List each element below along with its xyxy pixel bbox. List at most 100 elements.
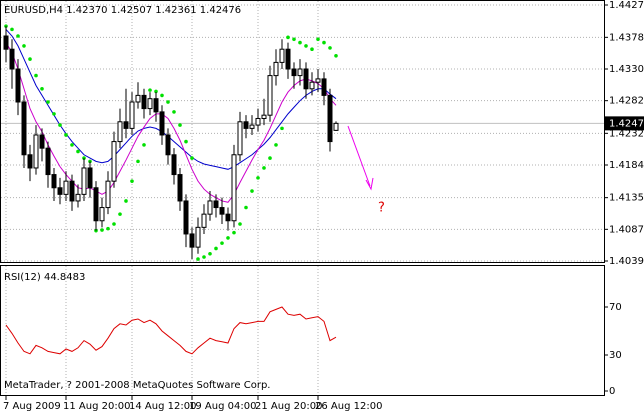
chart-title: EURUSD,H4 1.42370 1.42507 1.42361 1.4247… [4, 5, 241, 16]
candle-body [159, 111, 165, 136]
y-tick-label: 1.40870 [609, 224, 644, 235]
candle-body [231, 154, 237, 222]
candle-body [315, 78, 321, 83]
sar-dot [52, 112, 56, 116]
y-tick-label: 30 [609, 350, 622, 361]
sar-dot [328, 46, 332, 50]
y-tick-label: 1.43300 [609, 64, 644, 75]
sar-dot [310, 47, 314, 52]
sar-dot [202, 255, 206, 259]
y-tick-label: 0 [609, 386, 615, 397]
sar-dot [148, 88, 152, 92]
sar-dot [208, 251, 212, 256]
candle-body [51, 174, 57, 189]
sar-dot [166, 100, 170, 104]
sar-dot [232, 230, 236, 235]
candle-body [213, 200, 219, 209]
sar-dot [316, 37, 320, 42]
y-tick-label: 1.40390 [609, 256, 644, 267]
candle-body [39, 134, 45, 149]
sar-dot [118, 212, 122, 216]
candle-body [165, 134, 171, 156]
candle-body [99, 207, 105, 222]
y-tick-label: 1.42820 [609, 96, 644, 107]
sar-dot [10, 27, 14, 32]
candle-body [303, 68, 309, 90]
rsi-line [5, 306, 337, 355]
sar-dot [292, 37, 296, 42]
x-tick-label: 7 Aug 2009 [3, 401, 61, 412]
sar-dot [268, 156, 272, 160]
moving-average [5, 42, 337, 203]
sar-dot [286, 35, 290, 40]
sar-dot [22, 44, 26, 48]
sar-dot [76, 149, 80, 154]
candle-body [183, 200, 189, 235]
candle-body [309, 81, 315, 90]
sar-dot [100, 228, 104, 232]
sar-dot [136, 159, 140, 164]
current-price-label: 1.42476 [609, 118, 644, 129]
candle-body [69, 180, 75, 202]
x-tick-label: 14 Aug 12:00 [129, 401, 196, 412]
candle-body [225, 213, 231, 222]
sar-dot [214, 246, 218, 251]
sar-dot [16, 34, 20, 38]
sar-dot [106, 226, 110, 231]
candle-body [189, 233, 195, 248]
candle-body [75, 193, 81, 202]
sar-dot [226, 236, 230, 240]
sar-dot [262, 166, 266, 170]
rsi-panel [0, 265, 605, 396]
candle-body [21, 101, 27, 156]
candle-body [195, 226, 201, 248]
candle-body [63, 180, 69, 195]
sar-dot [46, 100, 50, 104]
sar-dot [64, 133, 68, 137]
candle-body [123, 121, 129, 129]
candle-body [207, 200, 213, 215]
candle-body [267, 75, 273, 116]
sar-dot [34, 73, 38, 78]
candle-body [201, 213, 207, 228]
candle-body [81, 167, 87, 195]
candle-body [285, 48, 291, 70]
candle-body [333, 122, 339, 131]
candle-body [9, 48, 15, 70]
sar-dot [298, 40, 302, 45]
sar-dot [58, 123, 62, 127]
candle-body [171, 154, 177, 176]
y-tick-label: 1.42325 [609, 128, 644, 139]
sar-dot [40, 86, 44, 91]
candle-body [15, 68, 21, 103]
candle-body [105, 180, 111, 209]
candle-body [279, 48, 285, 63]
candle-body [45, 147, 51, 176]
rsi-title: RSI(12) 44.8483 [4, 272, 85, 283]
sar-dot [250, 189, 254, 193]
candle-body [273, 61, 279, 77]
sar-dot [220, 241, 224, 245]
sar-dot [196, 257, 200, 261]
candle-body [93, 187, 99, 222]
sar-dot [280, 126, 284, 131]
sar-dot [154, 89, 158, 94]
sar-dot [28, 57, 32, 61]
candle-body [117, 121, 123, 143]
candle-body [255, 117, 261, 126]
x-tick-label: 11 Aug 20:00 [63, 401, 130, 412]
sar-dot [304, 44, 308, 48]
candle-body [3, 35, 9, 50]
candle-body [87, 167, 93, 189]
x-tick-label: 26 Aug 12:00 [315, 401, 382, 412]
y-tick-label: 1.41845 [609, 160, 644, 171]
candle-body [327, 94, 333, 143]
sar-dot [238, 222, 242, 226]
candle-body [129, 101, 135, 129]
candle-body [57, 187, 63, 195]
candle-body [237, 121, 243, 156]
current-price-box [605, 116, 644, 131]
